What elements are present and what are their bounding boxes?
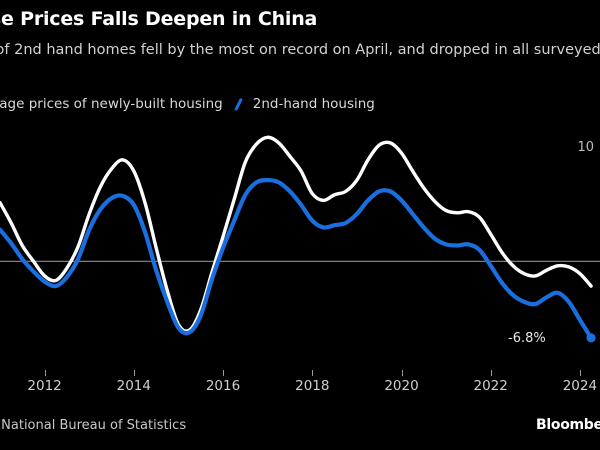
end-point-marker xyxy=(586,333,596,343)
x-axis-tick xyxy=(133,370,135,376)
x-axis: 2012 2014 2016 2018 2020 2022 2024 xyxy=(0,370,600,396)
source-note: Source: National Bureau of Statistics xyxy=(0,418,187,433)
series-line-newly-built xyxy=(0,135,593,333)
series-line-second-hand xyxy=(0,178,594,341)
end-value-label: -6.8% xyxy=(508,330,546,346)
legend-label-second-hand: 2nd-hand housing xyxy=(252,96,375,112)
x-axis-tick xyxy=(312,370,314,376)
x-axis-label: 2012 xyxy=(27,378,62,394)
x-axis-label: 2024 xyxy=(562,378,598,394)
bloomberg-logo: Bloomberg xyxy=(536,417,600,433)
chart-legend: Average prices of newly-built housing 2n… xyxy=(0,96,600,112)
page-title: House Prices Falls Deepen in China xyxy=(0,8,318,30)
x-axis-label: 2022 xyxy=(473,378,508,394)
legend-item-newly-built[interactable]: Average prices of newly-built housing xyxy=(0,96,223,112)
x-axis-tick xyxy=(223,370,224,376)
chart-subtitle: Prices of 2nd hand homes fell by the mos… xyxy=(0,42,600,58)
slash-marker-icon xyxy=(232,97,246,111)
x-axis-tick xyxy=(579,370,581,376)
y-axis-top-tick-label: 10 xyxy=(577,139,594,155)
x-axis-label: 2018 xyxy=(295,378,330,394)
legend-item-second-hand[interactable]: 2nd-hand housing xyxy=(232,96,375,112)
x-axis-tick xyxy=(401,370,403,376)
line-chart-svg xyxy=(0,135,600,343)
x-axis-label: 2014 xyxy=(116,378,151,394)
x-axis-label: 2016 xyxy=(205,378,241,394)
plot-area xyxy=(0,126,600,374)
x-axis-label: 2020 xyxy=(384,378,419,394)
x-axis-tick xyxy=(44,370,46,376)
legend-label-newly-built: Average prices of newly-built housing xyxy=(0,96,223,112)
x-axis-tick xyxy=(490,370,492,376)
